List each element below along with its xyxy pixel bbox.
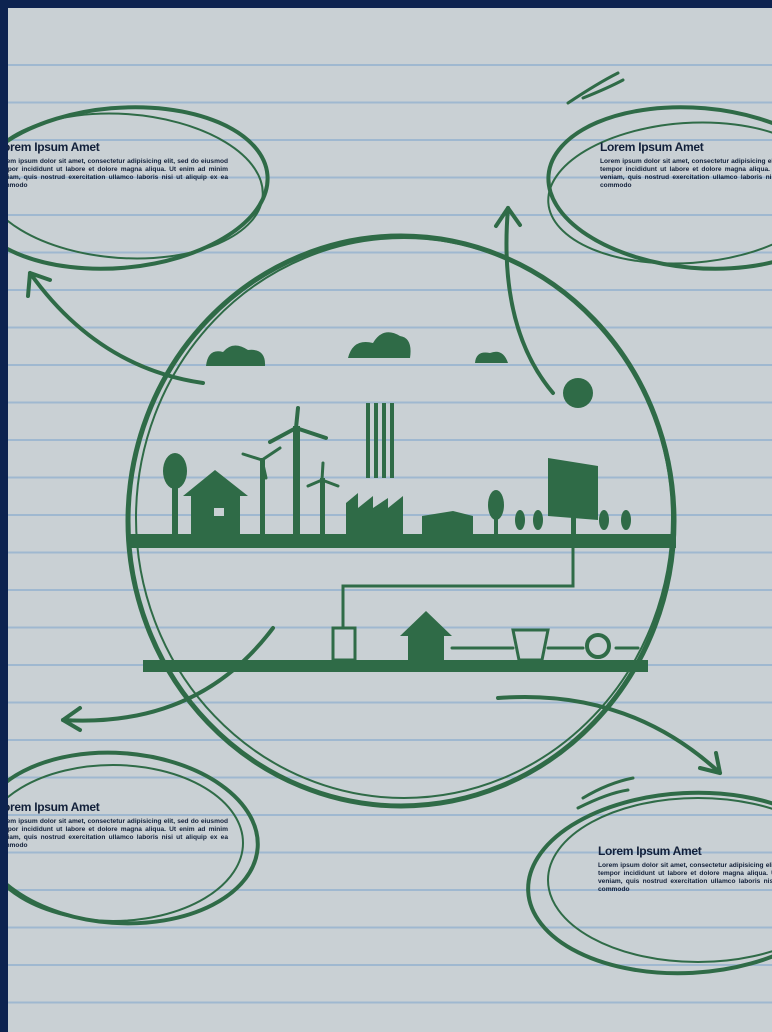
scene-shape xyxy=(513,630,548,660)
scene-shape xyxy=(587,635,609,657)
note: Lorem Ipsum Amet Lorem ipsum dolor sit am… xyxy=(600,140,772,190)
scene-shape xyxy=(548,458,598,520)
scene xyxy=(130,332,676,672)
scene-shape xyxy=(400,611,452,660)
scene-shape xyxy=(183,470,248,535)
scene-shape xyxy=(366,403,370,478)
scene-shape xyxy=(563,378,593,408)
scene-shape xyxy=(348,332,411,358)
note-body: Lorem ipsum dolor sit amet, consectetur … xyxy=(598,862,772,894)
scene-shape xyxy=(374,403,378,478)
scene-shape xyxy=(494,513,498,535)
page: Lorem Ipsum Amet Lorem ipsum dolor sit am… xyxy=(0,0,772,1032)
note-title: Lorem Ipsum Amet xyxy=(8,140,228,154)
scene-shape xyxy=(214,508,224,516)
scene-shape xyxy=(599,510,609,530)
scene-shape xyxy=(172,483,178,535)
scene-shape xyxy=(621,510,631,530)
scene-shape xyxy=(346,493,403,535)
scene-shape xyxy=(143,660,648,672)
note-title: Lorem Ipsum Amet xyxy=(8,800,228,814)
scene-shape xyxy=(343,548,573,628)
scene-shape xyxy=(320,478,325,536)
note: Lorem Ipsum Amet Lorem ipsum dolor sit am… xyxy=(8,140,228,190)
scene-shape xyxy=(390,403,394,478)
note: Lorem Ipsum Amet Lorem ipsum dolor sit am… xyxy=(8,800,228,850)
scene-shape xyxy=(475,352,508,363)
note-body: Lorem ipsum dolor sit amet, consectetur … xyxy=(8,158,228,190)
scene-shape xyxy=(533,510,543,530)
note-title: Lorem Ipsum Amet xyxy=(598,844,772,858)
paper: Lorem Ipsum Amet Lorem ipsum dolor sit am… xyxy=(8,8,772,1032)
scene-shape xyxy=(333,628,355,660)
scene-shape xyxy=(293,426,300,536)
arrows-shape xyxy=(568,73,623,103)
scene-shape xyxy=(130,534,676,548)
scene-shape xyxy=(206,345,265,366)
note-circles-shape xyxy=(543,113,772,272)
scene-shape xyxy=(571,516,576,536)
note-title: Lorem Ipsum Amet xyxy=(600,140,772,154)
note-body: Lorem ipsum dolor sit amet, consectetur … xyxy=(8,818,228,850)
note: Lorem Ipsum Amet Lorem ipsum dolor sit am… xyxy=(598,844,772,894)
scene-shape xyxy=(382,403,386,478)
scene-shape xyxy=(515,510,525,530)
note-body: Lorem ipsum dolor sit amet, consectetur … xyxy=(600,158,772,190)
